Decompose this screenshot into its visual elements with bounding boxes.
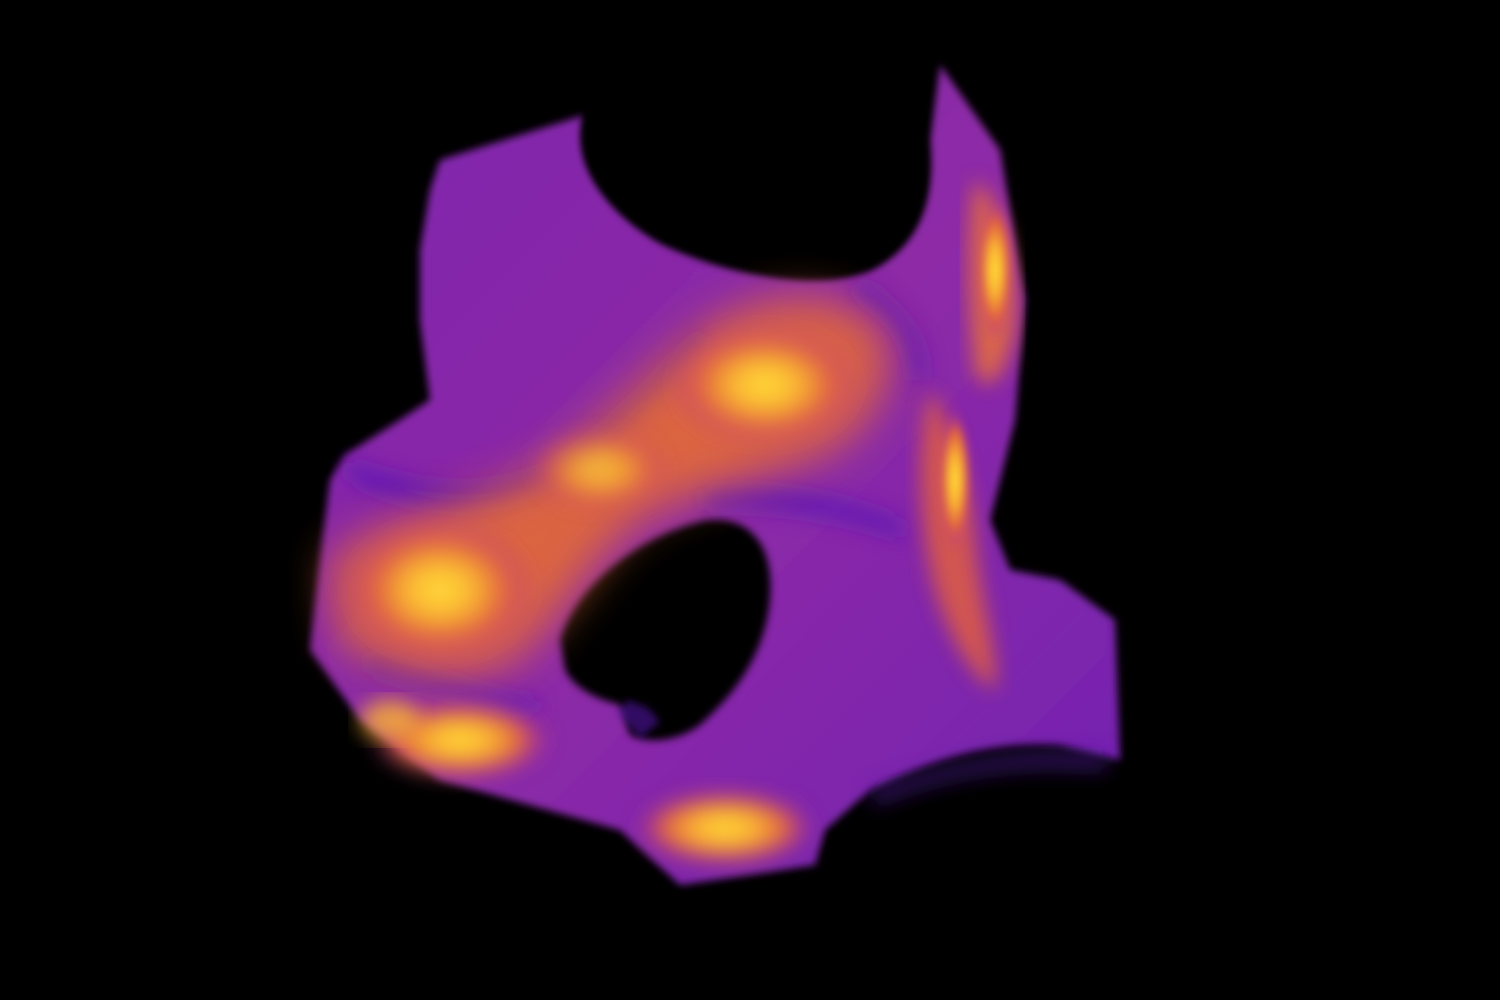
surface-hole xyxy=(560,519,771,741)
hot-ridges xyxy=(330,180,1016,866)
surface-notch xyxy=(583,60,930,280)
